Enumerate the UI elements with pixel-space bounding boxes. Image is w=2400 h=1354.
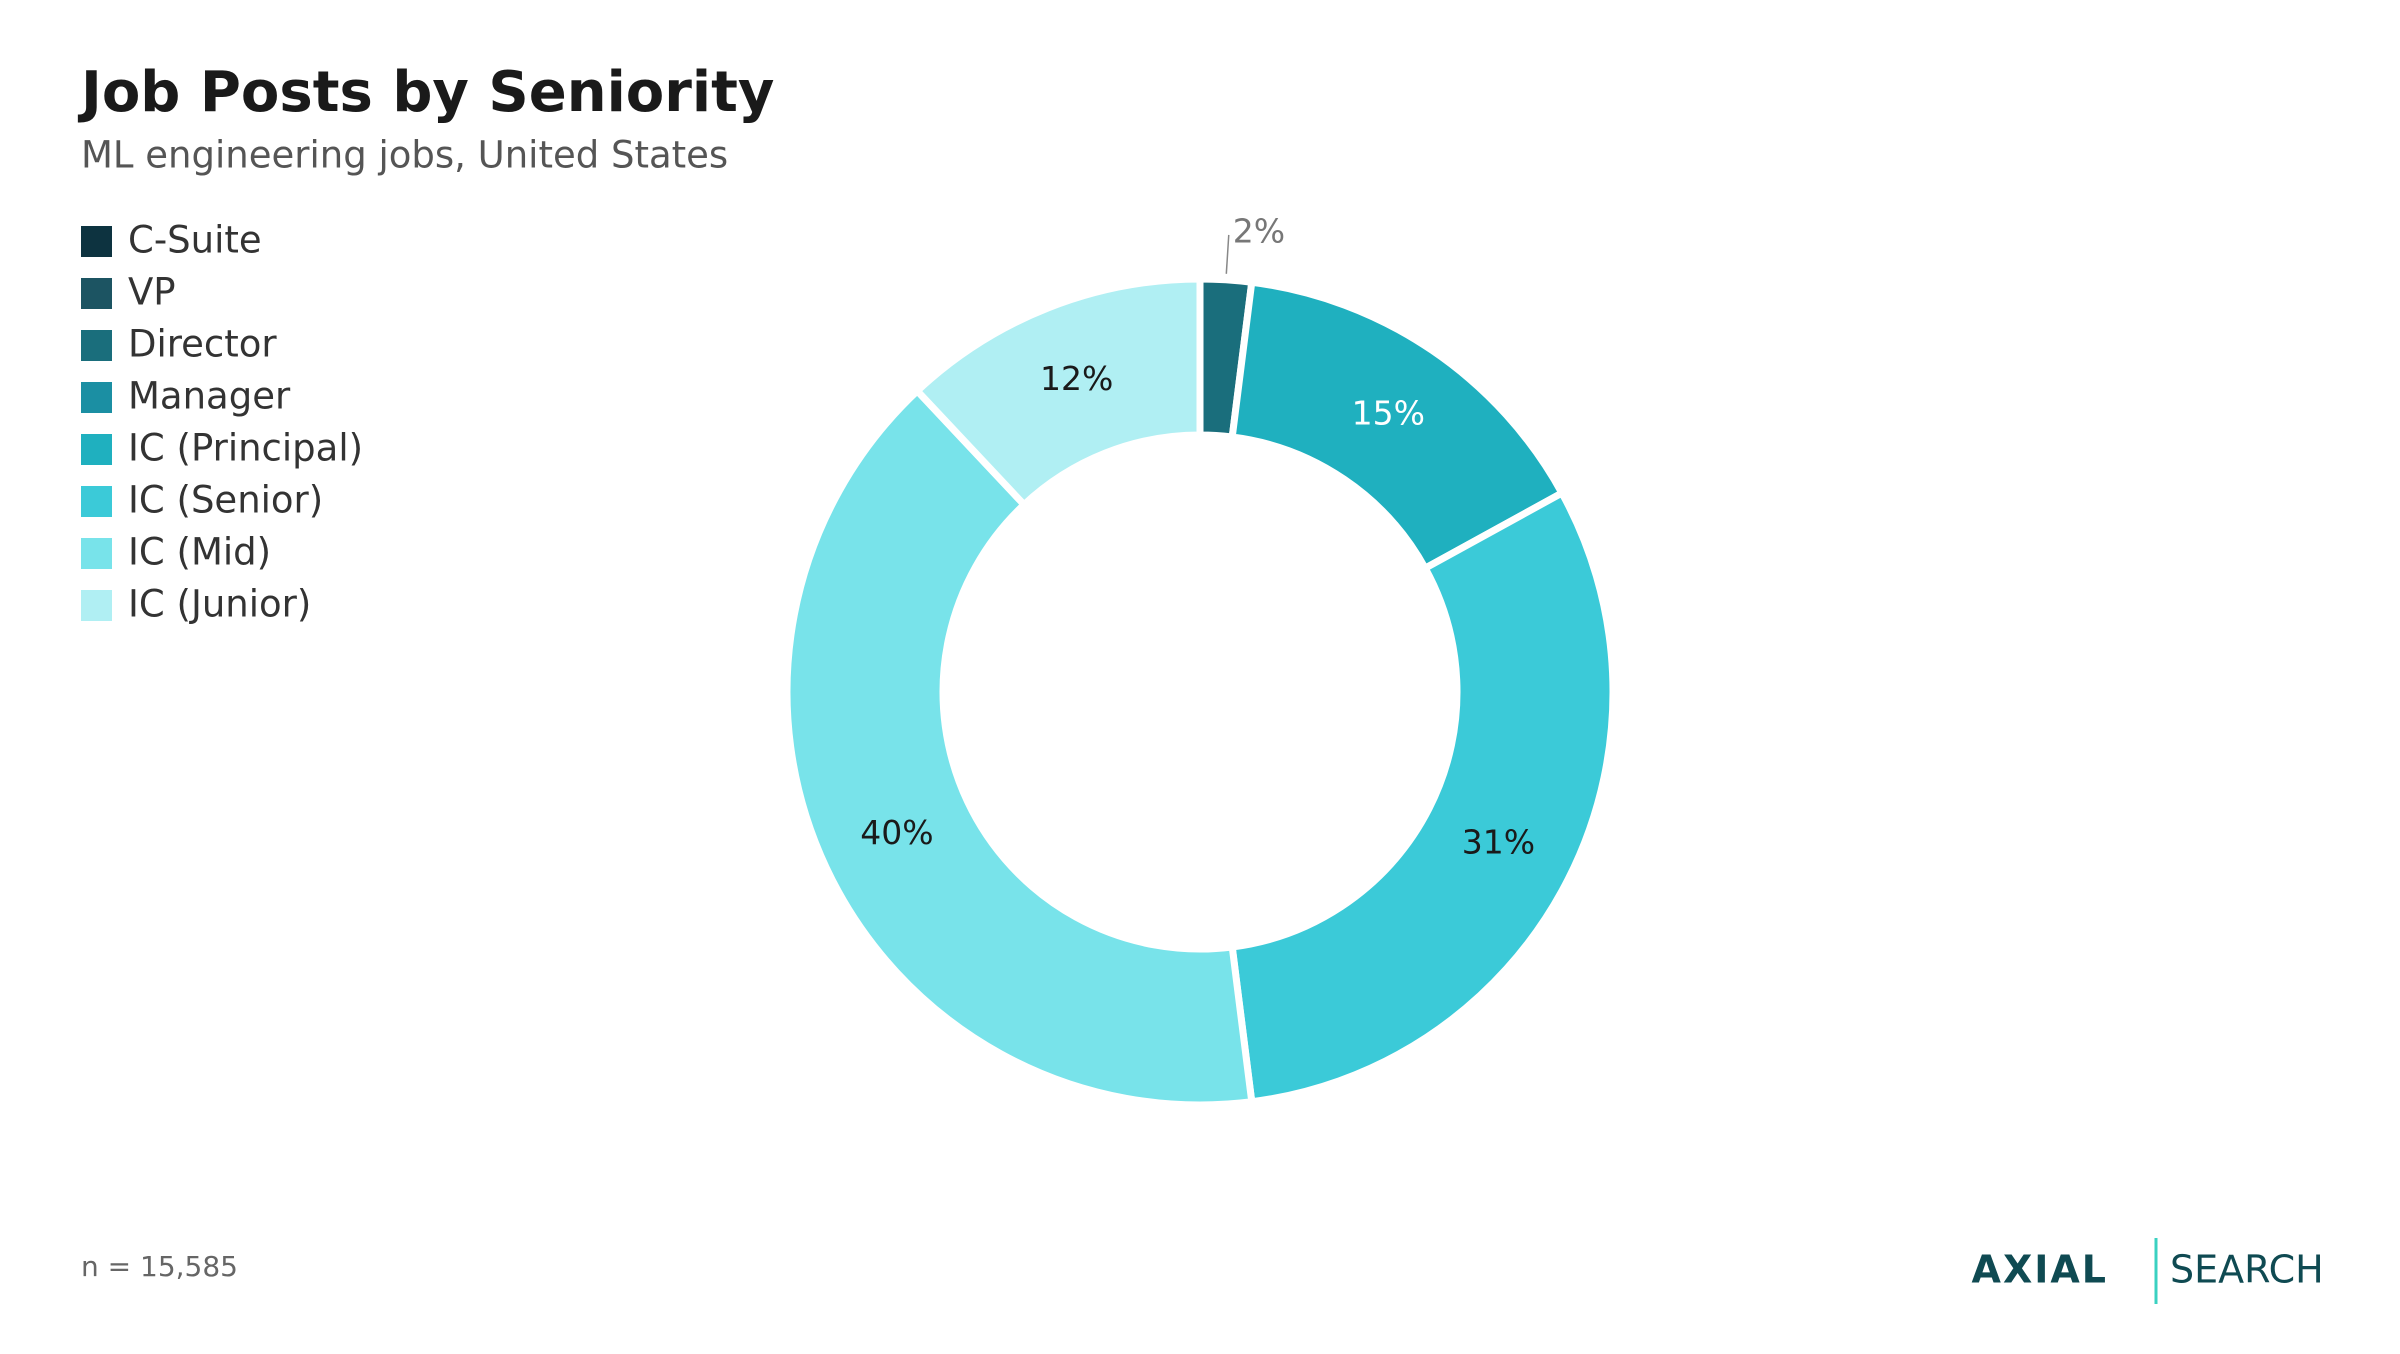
data-label: 12% xyxy=(1040,359,1113,398)
legend-label: IC (Junior) xyxy=(128,583,311,626)
legend-label: VP xyxy=(128,271,176,314)
legend-label: Director xyxy=(128,323,277,366)
data-label: 2% xyxy=(1233,211,1285,250)
legend-swatch xyxy=(81,538,112,569)
leader-line xyxy=(1225,234,1230,274)
legend-label: IC (Senior) xyxy=(128,479,323,522)
slice xyxy=(783,385,1256,1109)
legend-label: IC (Mid) xyxy=(128,531,271,574)
brand-name: SEARCH xyxy=(2170,1248,2324,1292)
legend-swatch xyxy=(81,486,112,517)
slice xyxy=(912,275,1204,510)
legend-swatch xyxy=(81,226,112,257)
data-label: 15% xyxy=(1352,393,1425,432)
legend-swatch xyxy=(81,434,112,465)
legend-label: C-Suite xyxy=(128,219,262,262)
legend-swatch xyxy=(81,330,112,361)
legend-swatch xyxy=(81,590,112,621)
chart-title: Job Posts by Seniority xyxy=(77,60,774,125)
chart-subtitle: ML engineering jobs, United States xyxy=(81,134,728,177)
brand-mark: AXIAL xyxy=(1972,1248,2108,1292)
legend-swatch xyxy=(81,382,112,413)
legend-label: IC (Principal) xyxy=(128,427,363,470)
legend-label: Manager xyxy=(128,375,291,418)
data-label: 31% xyxy=(1462,823,1535,862)
footnote: n = 15,585 xyxy=(81,1250,238,1283)
legend-swatch xyxy=(81,278,112,309)
data-label: 40% xyxy=(860,813,933,852)
slice xyxy=(1228,488,1617,1106)
